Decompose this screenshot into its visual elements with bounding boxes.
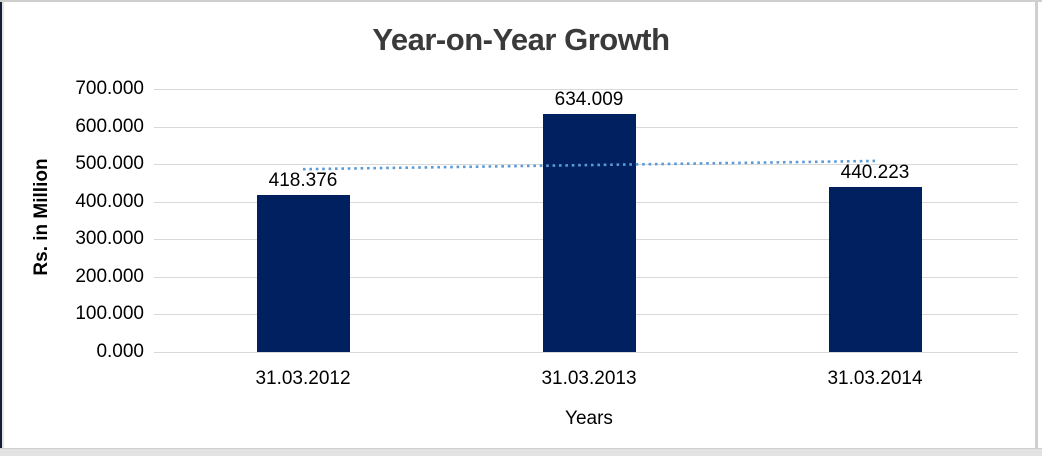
bar-31.03.2014 bbox=[828, 186, 922, 352]
window-left-inner-edge bbox=[2, 0, 4, 456]
gridline bbox=[154, 352, 1018, 353]
gridline bbox=[154, 89, 1018, 90]
y-tick-label: 500.000 bbox=[75, 153, 144, 175]
window-left-edge bbox=[0, 0, 2, 456]
chart-title: Year-on-Year Growth bbox=[372, 22, 670, 57]
window-top-edge bbox=[0, 0, 1042, 2]
data-label: 418.376 bbox=[268, 169, 338, 191]
x-tick-label: 31.03.2012 bbox=[255, 368, 351, 389]
y-tick-label: 700.000 bbox=[75, 78, 144, 99]
y-tick-label: 0.000 bbox=[96, 341, 144, 362]
x-tick-label: 31.03.2013 bbox=[541, 368, 637, 389]
window-right-edge bbox=[1035, 0, 1038, 456]
y-tick-label: 300.000 bbox=[75, 228, 144, 250]
bar-31.03.2013 bbox=[542, 113, 636, 352]
y-tick-label: 100.000 bbox=[75, 303, 144, 325]
x-tick-label: 31.03.2014 bbox=[827, 368, 923, 389]
data-label: 634.009 bbox=[554, 88, 624, 110]
y-tick-label: 600.000 bbox=[75, 115, 144, 137]
bar-31.03.2012 bbox=[256, 194, 350, 352]
window-bottom-edge bbox=[0, 448, 1042, 456]
y-tick-label: 200.000 bbox=[75, 265, 144, 287]
y-tick-label: 400.000 bbox=[75, 190, 144, 212]
x-axis-title: Years bbox=[565, 408, 613, 429]
